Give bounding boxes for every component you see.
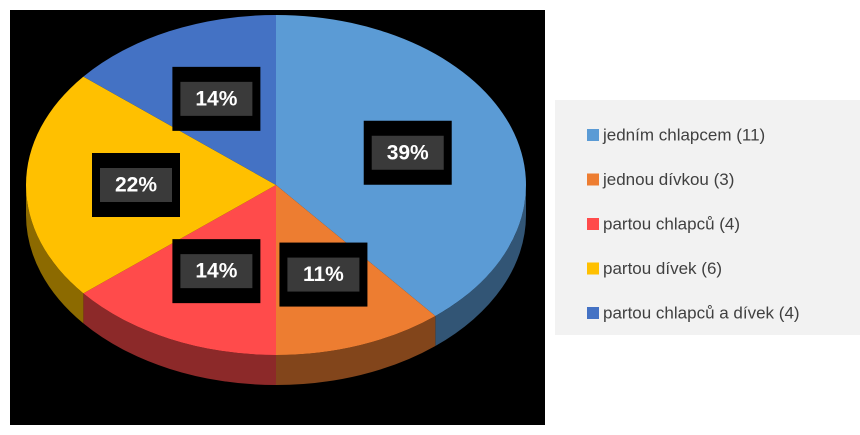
legend-label: jedním chlapcem (11) (602, 125, 765, 144)
legend-label: partou dívek (6) (603, 259, 722, 278)
data-label: 14% (195, 260, 237, 283)
label-inner (100, 168, 172, 202)
slice-side (435, 185, 526, 346)
data-label: 39% (387, 141, 429, 164)
legend-label: jednou dívkou (3) (602, 170, 734, 189)
data-label: 14% (195, 87, 237, 110)
legend-label: partou chlapců a dívek (4) (603, 303, 800, 322)
legend-swatch (587, 262, 599, 275)
legend-label: partou chlapců (4) (603, 214, 740, 233)
data-label: 11% (303, 263, 344, 286)
legend-swatch (587, 218, 599, 230)
slice-side (276, 315, 436, 385)
legend-swatch (587, 307, 599, 319)
legend-background (555, 100, 860, 335)
data-label: 22% (115, 174, 157, 197)
legend-swatch (587, 173, 599, 186)
label-inner (180, 81, 253, 116)
label-inner (287, 257, 360, 292)
slice-side (83, 293, 276, 385)
label-inner (180, 254, 253, 289)
legend-swatch (587, 129, 599, 141)
label-inner (371, 135, 444, 170)
slice-side (26, 185, 84, 324)
